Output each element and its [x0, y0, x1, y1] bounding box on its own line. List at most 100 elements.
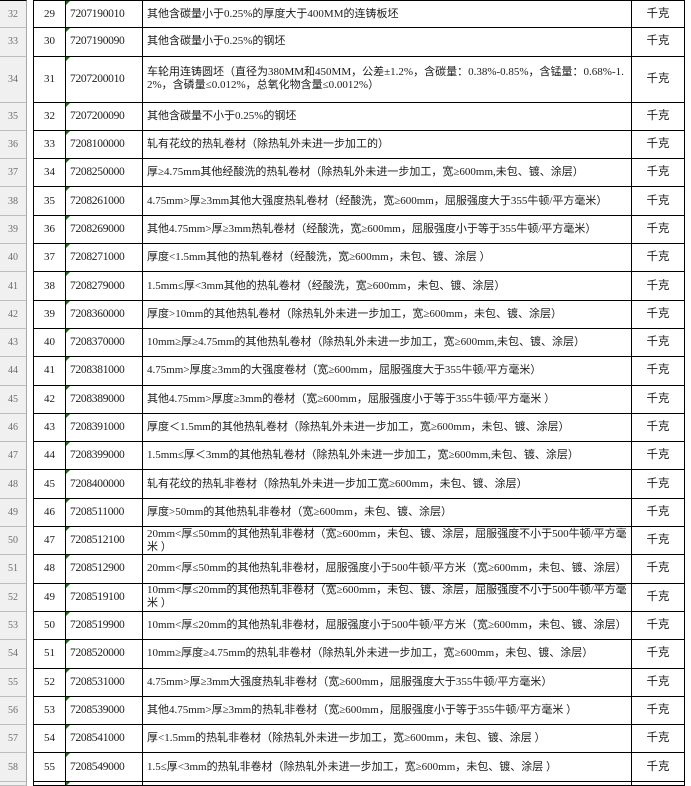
- sequence-cell[interactable]: 31: [33, 56, 66, 103]
- excel-row-header[interactable]: 46: [0, 413, 27, 443]
- unit-cell[interactable]: 千克: [632, 696, 685, 726]
- unit-cell[interactable]: 千克: [632, 244, 685, 273]
- unit-cell[interactable]: 千克: [632, 527, 685, 556]
- unit-cell[interactable]: 千克: [632, 357, 685, 386]
- description-cell[interactable]: 厚度>50mm的其他热轧非卷材（宽≥600mm，未包、镀、涂层）: [143, 498, 632, 528]
- description-cell[interactable]: 轧有花纹的热轧非卷材（除热轧外未进一步加工宽≥600mm，未包、镀、涂层）: [143, 470, 632, 499]
- sequence-cell[interactable]: 37: [33, 244, 66, 273]
- excel-row-header[interactable]: 32: [0, 0, 27, 29]
- unit-cell[interactable]: 千克: [632, 215, 685, 245]
- sequence-cell[interactable]: 47: [33, 527, 66, 556]
- excel-row-header[interactable]: 58: [0, 753, 27, 782]
- excel-row-header[interactable]: 38: [0, 187, 27, 216]
- sequence-cell[interactable]: 38: [33, 272, 66, 301]
- hs-code-cell[interactable]: 7208279000: [66, 272, 143, 301]
- hs-code-cell[interactable]: 7208531000: [66, 668, 143, 697]
- description-cell[interactable]: 厚<1.5mm的热轧非卷材（除热轧外未进一步加工，宽≥600mm，未包、镀、涂层…: [143, 725, 632, 754]
- sequence-cell[interactable]: 55: [33, 753, 66, 782]
- description-cell[interactable]: 10mm≥厚度≥4.75mm的热轧非卷材（除热轧外未进一步加工，宽≥600mm，…: [143, 640, 632, 669]
- description-cell[interactable]: 厚≥4.75mm其他经酸洗的热轧卷材（除热轧外未进一步加工，宽≥600mm,未包…: [143, 159, 632, 188]
- sequence-cell[interactable]: [33, 781, 66, 786]
- hs-code-cell[interactable]: 7208250000: [66, 159, 143, 188]
- sequence-cell[interactable]: 50: [33, 611, 66, 641]
- hs-code-cell[interactable]: 7207200090: [66, 102, 143, 131]
- sequence-cell[interactable]: 48: [33, 555, 66, 584]
- excel-row-header[interactable]: 53: [0, 611, 27, 641]
- hs-code-cell[interactable]: [66, 781, 143, 786]
- excel-row-header[interactable]: 51: [0, 555, 27, 584]
- sequence-cell[interactable]: 34: [33, 159, 66, 188]
- unit-cell[interactable]: 千克: [632, 753, 685, 782]
- unit-cell[interactable]: 千克: [632, 725, 685, 754]
- description-cell[interactable]: 10mm<厚≤20mm的其他热轧非卷材，屈服强度小于500牛顿/平方米（宽≥60…: [143, 611, 632, 641]
- unit-cell[interactable]: 千克: [632, 102, 685, 131]
- hs-code-cell[interactable]: 7208539000: [66, 696, 143, 726]
- excel-row-header[interactable]: 40: [0, 244, 27, 273]
- excel-row-header[interactable]: [0, 781, 27, 786]
- sequence-cell[interactable]: 39: [33, 300, 66, 329]
- sequence-cell[interactable]: 40: [33, 328, 66, 358]
- hs-code-cell[interactable]: 7208511000: [66, 498, 143, 528]
- hs-code-cell[interactable]: 7208400000: [66, 470, 143, 499]
- excel-row-header[interactable]: 44: [0, 357, 27, 386]
- excel-row-header[interactable]: 35: [0, 102, 27, 131]
- unit-cell[interactable]: 千克: [632, 470, 685, 499]
- excel-row-header[interactable]: 45: [0, 385, 27, 414]
- description-cell[interactable]: 车轮用连铸圆坯（直径为380MM和450MM，公差±1.2%，含碳量：0.38%…: [143, 56, 632, 103]
- sequence-cell[interactable]: 36: [33, 215, 66, 245]
- unit-cell[interactable]: 千克: [632, 385, 685, 414]
- excel-row-header[interactable]: 52: [0, 583, 27, 612]
- description-cell[interactable]: 1.5mm≤厚<3mm其他的热轧卷材（经酸洗，宽≥600mm，未包、镀、涂层）: [143, 272, 632, 301]
- excel-row-header[interactable]: 48: [0, 470, 27, 499]
- excel-row-header[interactable]: 54: [0, 640, 27, 669]
- excel-row-header[interactable]: 56: [0, 696, 27, 726]
- excel-row-header[interactable]: 41: [0, 272, 27, 301]
- hs-code-cell[interactable]: 7208370000: [66, 328, 143, 358]
- hs-code-cell[interactable]: 7208261000: [66, 187, 143, 216]
- unit-cell[interactable]: 千克: [632, 498, 685, 528]
- hs-code-cell[interactable]: 7208360000: [66, 300, 143, 329]
- excel-row-header[interactable]: 36: [0, 130, 27, 160]
- description-cell[interactable]: 其他含碳量不小于0.25%的钢坯: [143, 102, 632, 131]
- excel-row-header[interactable]: 34: [0, 56, 27, 103]
- unit-cell[interactable]: 千克: [632, 442, 685, 471]
- unit-cell[interactable]: 千克: [632, 555, 685, 584]
- hs-code-cell[interactable]: 7208519900: [66, 611, 143, 641]
- hs-code-cell[interactable]: 7207200010: [66, 56, 143, 103]
- description-cell[interactable]: 其他4.75mm>厚≥3mm热轧卷材（经酸洗，宽≥600mm，屈服强度小于等于3…: [143, 215, 632, 245]
- hs-code-cell[interactable]: 7208381000: [66, 357, 143, 386]
- description-cell[interactable]: 4.75mm>厚≥3mm其他大强度热轧卷材（经酸洗，宽≥600mm，屈服强度大于…: [143, 187, 632, 216]
- hs-code-cell[interactable]: 7208389000: [66, 385, 143, 414]
- excel-row-header[interactable]: 42: [0, 300, 27, 329]
- description-cell[interactable]: 其他含碳量小于0.25%的钢坯: [143, 28, 632, 57]
- description-cell[interactable]: 20mm<厚≤50mm的其他热轧非卷材（宽≥600mm，未包、镀、涂层，屈服强度…: [143, 527, 632, 556]
- excel-row-header[interactable]: 49: [0, 498, 27, 528]
- sequence-cell[interactable]: 44: [33, 442, 66, 471]
- description-cell[interactable]: 4.75mm>厚度≥3mm的大强度卷材（宽≥600mm，屈服强度大于355牛顿/…: [143, 357, 632, 386]
- sequence-cell[interactable]: 46: [33, 498, 66, 528]
- hs-code-cell[interactable]: 7208541000: [66, 725, 143, 754]
- unit-cell[interactable]: 千克: [632, 668, 685, 697]
- sequence-cell[interactable]: 30: [33, 28, 66, 57]
- excel-row-header[interactable]: 55: [0, 668, 27, 697]
- excel-row-header[interactable]: 33: [0, 28, 27, 57]
- sequence-cell[interactable]: 42: [33, 385, 66, 414]
- description-cell[interactable]: [143, 781, 632, 786]
- excel-row-header[interactable]: 39: [0, 215, 27, 245]
- hs-code-cell[interactable]: 7208269000: [66, 215, 143, 245]
- unit-cell[interactable]: 千克: [632, 56, 685, 103]
- description-cell[interactable]: 轧有花纹的热轧卷材（除热轧外未进一步加工的）: [143, 130, 632, 160]
- excel-row-header[interactable]: 50: [0, 527, 27, 556]
- excel-row-header[interactable]: 43: [0, 328, 27, 358]
- description-cell[interactable]: 其他含碳量小于0.25%的厚度大于400MM的连铸板坯: [143, 0, 632, 29]
- description-cell[interactable]: 4.75mm>厚≥3mm大强度热轧非卷材（宽≥600mm，屈服强度大于355牛顿…: [143, 668, 632, 697]
- unit-cell[interactable]: 千克: [632, 611, 685, 641]
- hs-code-cell[interactable]: 7208271000: [66, 244, 143, 273]
- hs-code-cell[interactable]: 7208100000: [66, 130, 143, 160]
- excel-row-header[interactable]: 37: [0, 159, 27, 188]
- unit-cell[interactable]: 千克: [632, 272, 685, 301]
- unit-cell[interactable]: [632, 781, 685, 786]
- sequence-cell[interactable]: 53: [33, 696, 66, 726]
- excel-row-header[interactable]: 47: [0, 442, 27, 471]
- description-cell[interactable]: 1.5mm≤厚＜3mm的其他热轧卷材（除热轧外未进一步加工，宽≥600mm,未包…: [143, 442, 632, 471]
